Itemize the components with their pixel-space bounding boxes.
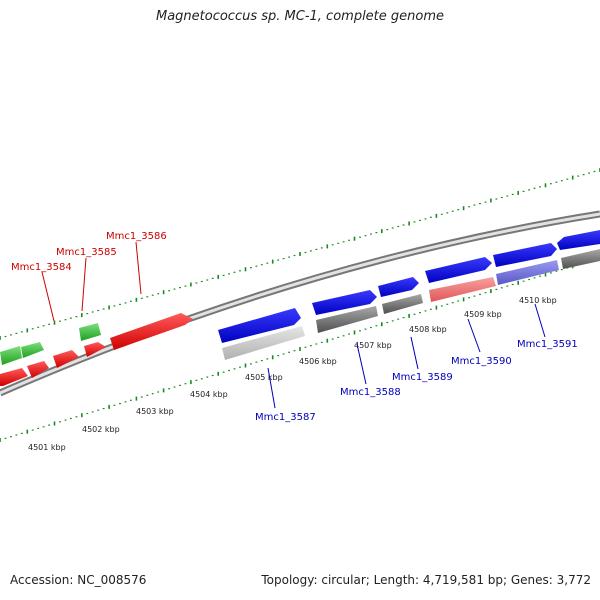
kbp-label: 4506 kbp (299, 357, 337, 366)
gene-mmc1-3586[interactable] (110, 313, 193, 350)
gene-mmc1-3587-top[interactable] (218, 308, 301, 343)
accession-text: Accession: NC_008576 (10, 573, 147, 587)
gene-mmc1-3590-top[interactable] (425, 257, 492, 283)
kbp-label: 4502 kbp (82, 425, 120, 434)
gene-label-mmc1-3588[interactable]: Mmc1_3588 (340, 387, 401, 398)
gene-label-mmc1-3584[interactable]: Mmc1_3584 (11, 262, 72, 273)
gene-label-mmc1-3589[interactable]: Mmc1_3589 (392, 372, 453, 383)
kbp-label: 4507 kbp (354, 341, 392, 350)
kbp-label: 4509 kbp (464, 310, 502, 319)
gene-blue-edge[interactable] (557, 230, 600, 250)
gene-red-4[interactable] (84, 342, 106, 357)
gene-red-1[interactable] (0, 368, 28, 386)
kbp-label: 4508 kbp (409, 325, 447, 334)
gene-green-2[interactable] (21, 342, 44, 358)
kbp-label: 4503 kbp (136, 407, 174, 416)
gene-mmc1-3590-bottom[interactable] (429, 277, 496, 302)
gene-grey-edge[interactable] (561, 249, 600, 269)
kbp-label: 4501 kbp (28, 443, 66, 452)
gene-mmc1-3587-bottom[interactable] (222, 326, 305, 360)
kbp-label: 4510 kbp (519, 296, 557, 305)
bottom-gene-labels: Mmc1_3587 Mmc1_3588 Mmc1_3589 Mmc1_3590 … (255, 303, 578, 423)
gene-label-mmc1-3586[interactable]: Mmc1_3586 (106, 231, 167, 242)
top-gene-labels: Mmc1_3584 Mmc1_3585 Mmc1_3586 (11, 231, 167, 322)
gene-label-mmc1-3587[interactable]: Mmc1_3587 (255, 412, 316, 423)
forward-strand-genes (0, 230, 600, 386)
gene-mmc1-3591-bottom[interactable] (496, 260, 559, 285)
reverse-strand-genes (222, 249, 600, 360)
genome-summary-text: Topology: circular; Length: 4,719,581 bp… (261, 573, 591, 587)
gene-label-mmc1-3585[interactable]: Mmc1_3585 (56, 247, 117, 258)
gene-mmc1-3588-top[interactable] (312, 290, 377, 315)
gene-mmc1-3589-top[interactable] (378, 277, 419, 297)
gene-mmc1-3588-bottom[interactable] (316, 306, 378, 333)
gene-label-mmc1-3590[interactable]: Mmc1_3590 (451, 356, 512, 367)
kbp-labels: 4501 kbp 4502 kbp 4503 kbp 4504 kbp 4505… (28, 296, 557, 452)
kbp-label: 4504 kbp (190, 390, 228, 399)
map-title: Magnetococcus sp. MC-1, complete genome (155, 9, 445, 24)
gene-green-3[interactable] (79, 323, 101, 341)
gene-green-1[interactable] (0, 346, 22, 365)
outer-tick-track (0, 168, 600, 340)
gene-red-2[interactable] (27, 361, 49, 378)
gene-label-mmc1-3591[interactable]: Mmc1_3591 (517, 339, 578, 350)
genome-axis (0, 210, 600, 397)
kbp-label: 4505 kbp (245, 373, 283, 382)
gene-mmc1-3589-bottom[interactable] (382, 294, 423, 314)
gene-mmc1-3591-top[interactable] (493, 243, 557, 267)
gene-red-3[interactable] (53, 350, 79, 368)
